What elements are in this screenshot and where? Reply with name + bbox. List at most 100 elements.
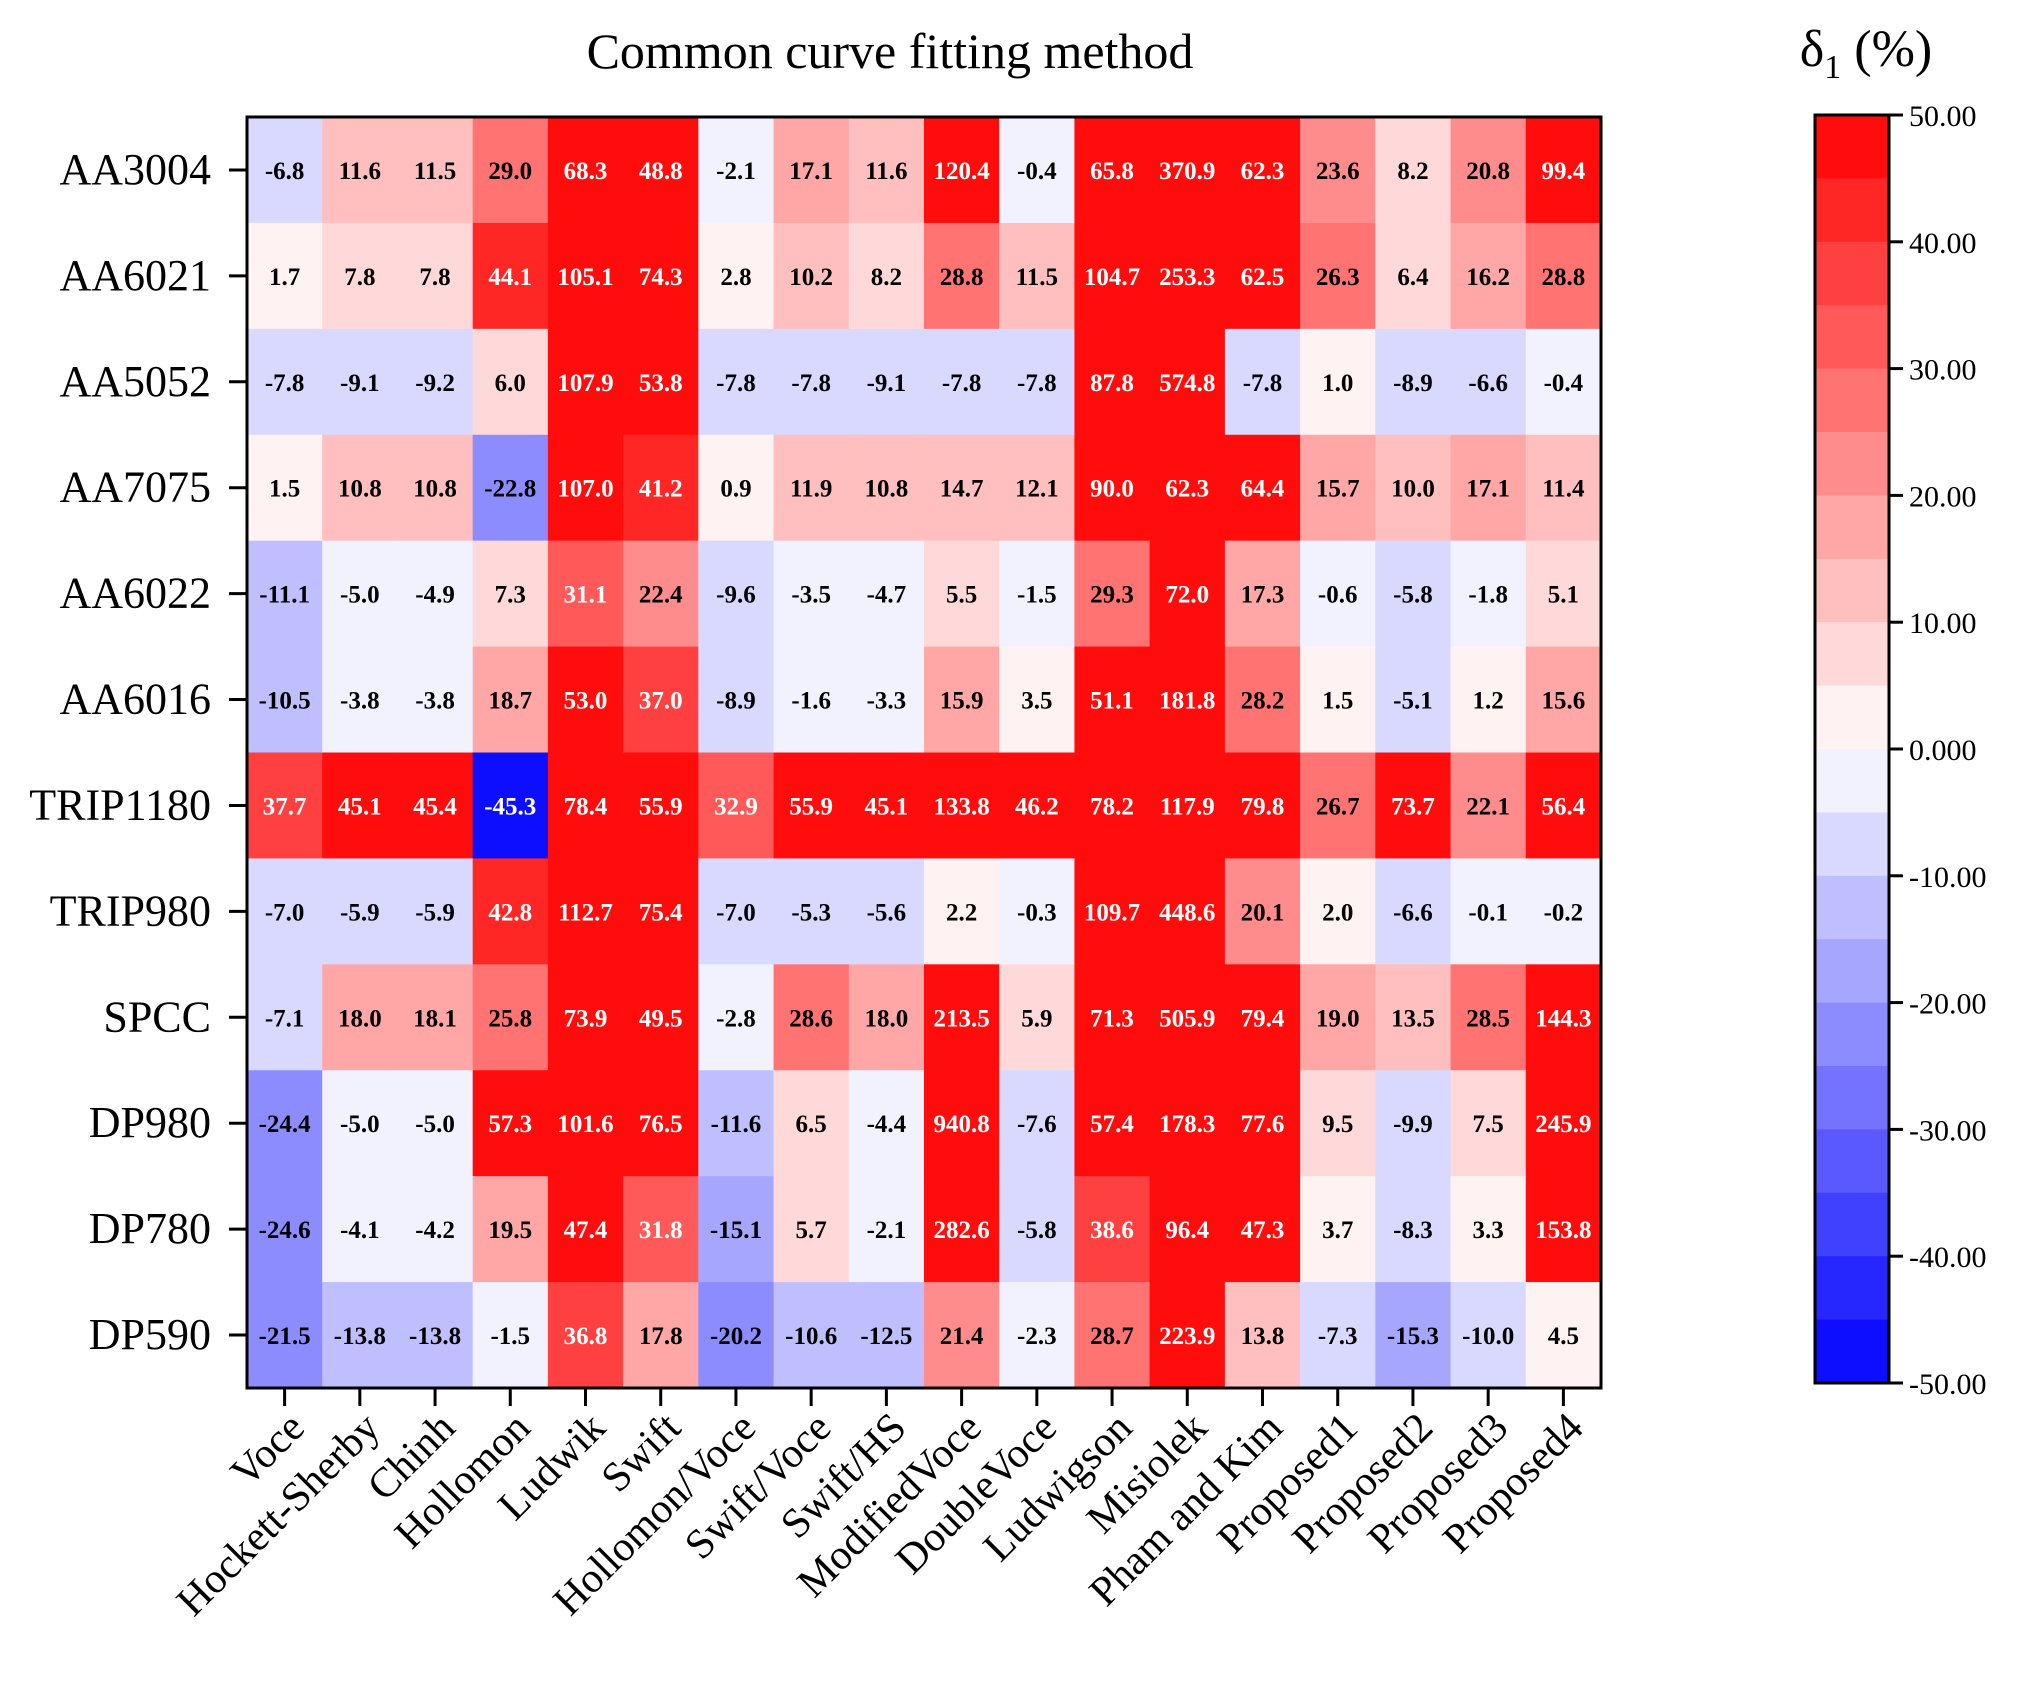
cell-value-label: 18.7	[488, 688, 532, 715]
cell-value-label: 15.9	[940, 688, 984, 715]
cell-value-label: 17.1	[1466, 476, 1510, 503]
cell-value-label: 17.8	[639, 1323, 683, 1350]
cell-value-label: 17.1	[789, 158, 833, 185]
colorbar-segment	[1815, 1002, 1889, 1067]
heatmap-cell	[623, 117, 699, 224]
colorbar-segment	[1815, 749, 1889, 813]
cell-value-label: 1.2	[1473, 688, 1504, 715]
cell-value-label: -24.4	[259, 1111, 312, 1138]
heatmap-cell	[623, 1070, 699, 1177]
cell-value-label: -13.8	[409, 1323, 461, 1350]
cell-value-label: -15.3	[1387, 1323, 1439, 1350]
heatmap-cell	[322, 1282, 399, 1389]
cell-value-label: 10.8	[413, 476, 457, 503]
cell-value-label: -7.6	[1017, 1111, 1057, 1138]
heatmap-cell	[1450, 540, 1527, 648]
cell-value-label: 78.4	[564, 793, 608, 820]
cell-value-label: 29.3	[1090, 582, 1134, 609]
heatmap-cell	[924, 646, 1000, 754]
cell-value-label: 45.1	[865, 793, 909, 820]
heatmap-cell	[1525, 222, 1602, 330]
heatmap-cell	[698, 222, 775, 330]
heatmap-cell	[698, 1070, 775, 1177]
cell-value-label: 71.3	[1090, 1005, 1134, 1032]
cell-value-label: -13.8	[334, 1323, 386, 1350]
cell-value-label: 370.9	[1159, 158, 1215, 185]
cell-value-label: 47.4	[564, 1217, 608, 1244]
colorbar-segment	[1815, 875, 1889, 940]
heatmap-cell	[1224, 964, 1301, 1071]
heatmap-cell	[1224, 752, 1301, 860]
cell-value-label: 133.8	[933, 793, 989, 820]
heatmap-cell	[1300, 752, 1376, 860]
heatmap-cell	[397, 752, 474, 860]
colorbar-tick-label: 0.000	[1909, 734, 1977, 767]
heatmap-cell	[924, 858, 1000, 965]
colorbar-tick-label: -40.00	[1909, 1241, 1987, 1274]
cell-value-label: 45.1	[338, 793, 382, 820]
cell-value-label: 15.6	[1542, 688, 1586, 715]
cell-value-label: 7.8	[344, 264, 375, 291]
heatmap-cell	[1149, 540, 1226, 648]
heatmap-cell	[397, 646, 474, 754]
cell-value-label: 6.5	[796, 1111, 827, 1138]
heatmap-cell	[1074, 1070, 1151, 1177]
heatmap-cell	[1224, 222, 1301, 330]
cell-value-label: 20.8	[1466, 158, 1510, 185]
colorbar-segment	[1815, 495, 1889, 560]
heatmap-cell	[698, 540, 775, 648]
row-tick-label: AA7075	[59, 463, 211, 512]
heatmap-cell	[1375, 1282, 1452, 1389]
heatmap-cell	[1074, 1282, 1151, 1389]
heatmap-cell	[1224, 117, 1301, 224]
heatmap-cell	[1149, 1070, 1226, 1177]
cell-value-label: 38.6	[1090, 1217, 1134, 1244]
heatmap-cell	[1224, 328, 1301, 436]
cell-value-label: 28.7	[1090, 1323, 1134, 1350]
cell-value-label: -5.8	[1393, 582, 1433, 609]
heatmap-cell	[472, 222, 549, 330]
cell-value-label: 109.7	[1084, 899, 1140, 926]
cell-value-label: -9.6	[716, 582, 756, 609]
heatmap-cell	[322, 1070, 399, 1177]
heatmap-cell	[999, 1282, 1076, 1389]
cell-value-label: 18.0	[338, 1005, 382, 1032]
cell-value-label: 5.9	[1021, 1005, 1052, 1032]
heatmap-cell	[924, 434, 1000, 542]
cell-value-label: 41.2	[639, 476, 683, 503]
heatmap-cell	[999, 1176, 1076, 1283]
heatmap-cell	[924, 222, 1000, 330]
cell-value-label: -2.1	[867, 1217, 907, 1244]
heatmap-cell	[848, 646, 925, 754]
heatmap-cell	[397, 117, 474, 224]
cell-value-label: -8.3	[1393, 1217, 1433, 1244]
cell-value-label: 64.4	[1241, 476, 1285, 503]
heatmap-cell	[397, 328, 474, 436]
cell-value-label: 53.8	[639, 370, 683, 397]
heatmap-cell	[1450, 752, 1527, 860]
heatmap-cell	[773, 1070, 850, 1177]
cell-value-label: -4.9	[415, 582, 455, 609]
cell-value-label: 14.7	[940, 476, 984, 503]
cell-value-label: -8.9	[1393, 370, 1433, 397]
row-tick-label: DP590	[89, 1310, 211, 1359]
cell-value-label: -21.5	[259, 1323, 311, 1350]
heatmap-cell	[698, 117, 775, 224]
heatmap-cell	[1300, 646, 1376, 754]
cell-value-label: -1.8	[1468, 582, 1508, 609]
cell-value-label: -24.6	[259, 1217, 311, 1244]
cell-value-label: 72.0	[1165, 582, 1209, 609]
heatmap-cell	[247, 964, 323, 1071]
cell-value-label: 245.9	[1535, 1111, 1591, 1138]
cell-value-label: -5.8	[1017, 1217, 1057, 1244]
cell-value-label: 7.3	[495, 582, 526, 609]
cell-value-label: 117.9	[1160, 793, 1215, 820]
heatmap-cell	[472, 1070, 549, 1177]
cell-value-label: 10.8	[865, 476, 909, 503]
heatmap-cell	[397, 540, 474, 648]
cell-value-label: 112.7	[558, 899, 613, 926]
cell-value-label: 10.0	[1391, 476, 1435, 503]
heatmap-cell	[999, 646, 1076, 754]
cell-value-label: 62.5	[1241, 264, 1285, 291]
heatmap-cell	[1450, 328, 1527, 436]
